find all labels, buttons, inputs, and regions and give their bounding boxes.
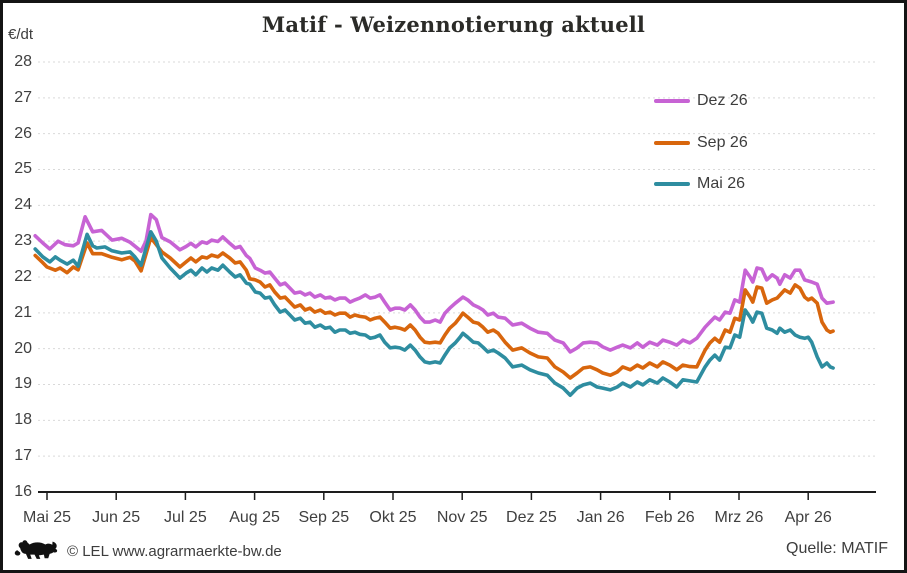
legend-label: Mai 26 xyxy=(697,175,746,192)
x-tick-label-jun-25: Jun 25 xyxy=(92,509,141,526)
chart-title: Matif - Weizennotierung aktuell xyxy=(261,12,646,37)
y-tick-label-23: 23 xyxy=(14,232,32,250)
legend-swatch xyxy=(654,98,690,104)
y-tick-label-17: 17 xyxy=(14,447,32,465)
series-line-dez-26 xyxy=(33,212,835,354)
y-tick-label-27: 27 xyxy=(14,88,32,106)
footer-branding: © LEL www.agrarmaerkte-bw.de xyxy=(13,536,282,566)
legend-label: Dez 26 xyxy=(697,92,748,109)
y-tick-label-19: 19 xyxy=(14,375,32,393)
legend-item-sep-26: Sep 26 xyxy=(654,133,748,153)
legend-label: Sep 26 xyxy=(697,134,748,151)
legend-swatch xyxy=(654,181,690,187)
y-tick-label-16: 16 xyxy=(14,482,32,500)
legend-swatch xyxy=(654,140,690,146)
series-line-sep-26 xyxy=(33,235,835,380)
x-tick-label-jul-25: Jul 25 xyxy=(164,509,207,526)
x-tick-label-mrz-26: Mrz 26 xyxy=(714,509,764,526)
y-tick-label-28: 28 xyxy=(14,53,32,70)
series-line-mai-26 xyxy=(33,230,835,398)
x-tick-label-sep-25: Sep 25 xyxy=(298,509,350,526)
series-lines xyxy=(33,212,835,398)
x-tick-label-apr-26: Apr 26 xyxy=(784,509,832,526)
x-tick-label-nov-25: Nov 25 xyxy=(436,509,488,526)
y-tick-label-25: 25 xyxy=(14,160,32,178)
y-tick-label-20: 20 xyxy=(14,339,32,357)
legend-item-mai-26: Mai 26 xyxy=(654,174,745,194)
y-tick-label-22: 22 xyxy=(14,267,32,285)
copyright-text: © LEL www.agrarmaerkte-bw.de xyxy=(67,542,282,560)
y-tick-label-24: 24 xyxy=(14,196,32,214)
bw-lion-logo xyxy=(14,540,58,559)
x-tick-label-aug-25: Aug 25 xyxy=(229,509,280,526)
y-tick-label-21: 21 xyxy=(14,303,32,321)
x-tick-label-feb-26: Feb 26 xyxy=(644,509,695,526)
x-tick-label-dez-25: Dez 25 xyxy=(506,509,557,526)
source-text: Quelle: MATIF xyxy=(786,540,888,557)
legend-item-dez-26: Dez 26 xyxy=(654,91,748,111)
y-tick-label-18: 18 xyxy=(14,411,32,429)
x-tick-label-mai-25: Mai 25 xyxy=(22,509,72,526)
x-tick-label-jan-26: Jan 26 xyxy=(576,509,625,526)
y-tick-label-26: 26 xyxy=(14,124,32,142)
x-axis xyxy=(38,491,876,500)
y-axis-unit-label: €/dt xyxy=(8,26,34,43)
x-tick-label-okt-25: Okt 25 xyxy=(369,509,417,526)
